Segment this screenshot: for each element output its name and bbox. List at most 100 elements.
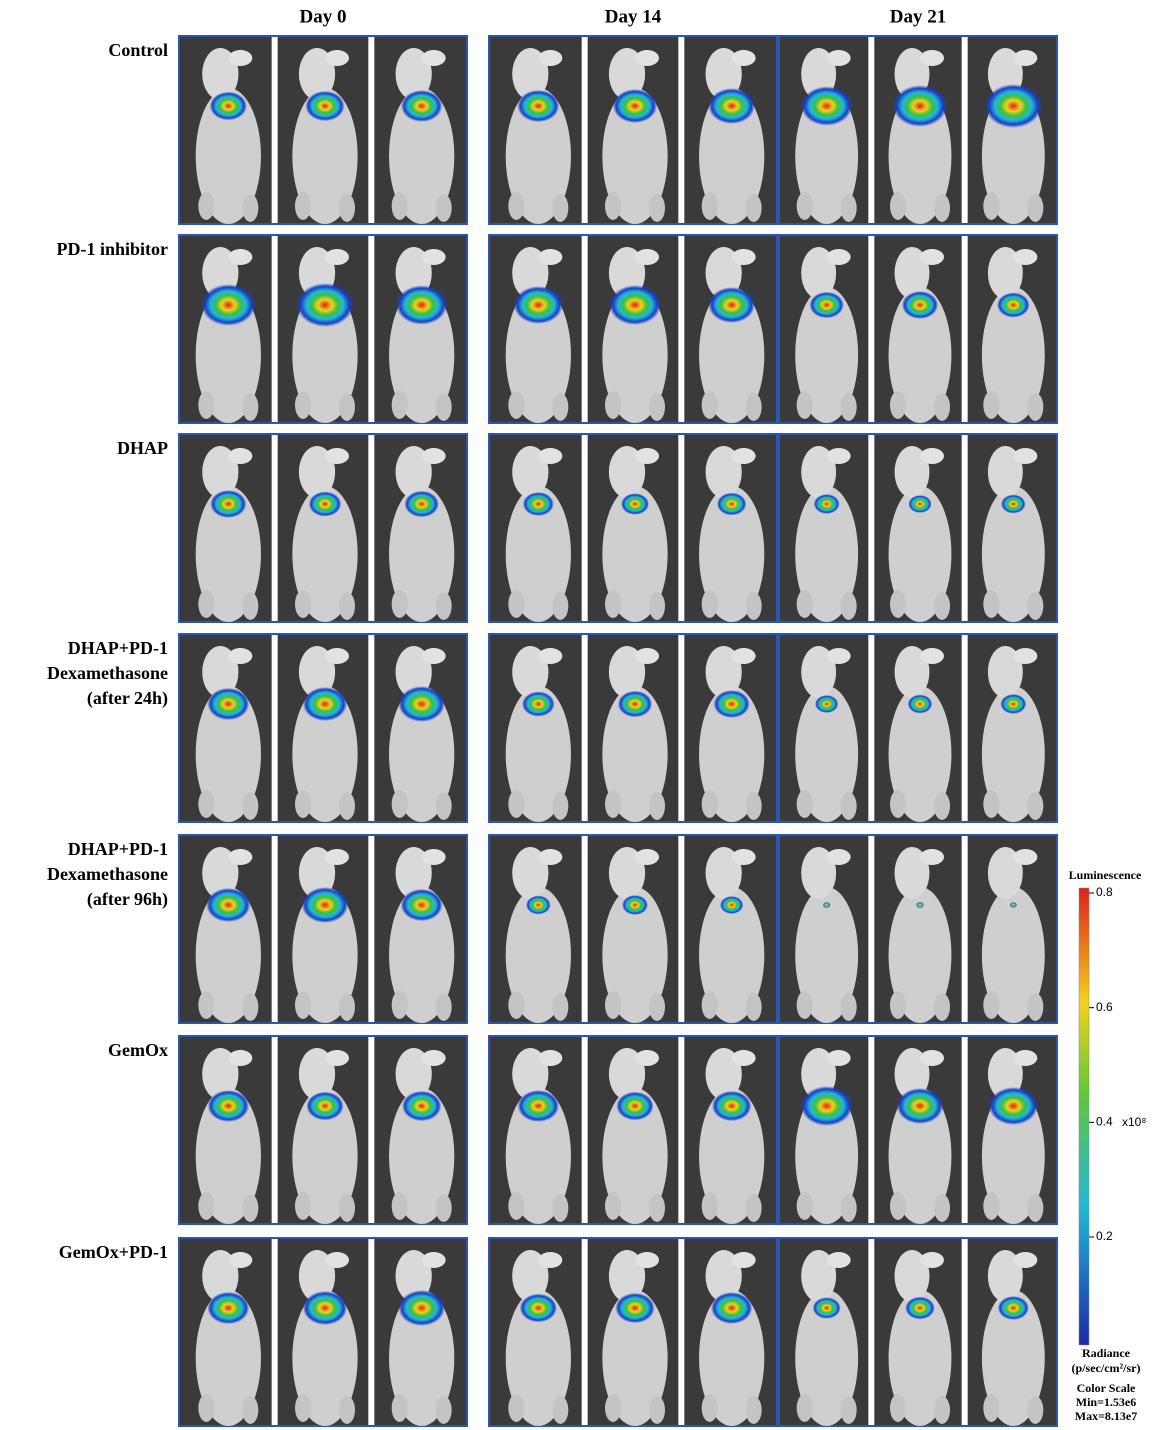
separator	[368, 37, 374, 223]
mouse-leg	[983, 790, 999, 818]
row-label: Control	[108, 40, 168, 60]
mouse-leg	[605, 590, 621, 618]
column-header: Day 14	[605, 6, 662, 27]
luminescence-signal	[908, 695, 933, 714]
image-panel	[779, 434, 1057, 622]
mouse-ear	[920, 1050, 944, 1066]
mouse-ear	[422, 1252, 446, 1268]
luminescence-signal	[1010, 902, 1017, 907]
mouse-ear	[538, 1252, 562, 1268]
image-panel	[779, 835, 1057, 1023]
luminescence-signal	[713, 690, 749, 718]
luminescence-signal	[523, 492, 554, 516]
page: {"columns": ["Day 0", "Day 14", "Day 21"…	[0, 0, 1158, 1430]
mouse-leg	[649, 792, 665, 820]
image-panel	[179, 835, 467, 1023]
mouse-ear	[538, 249, 562, 265]
separator	[868, 37, 874, 223]
separator	[962, 836, 968, 1022]
mouse-leg	[841, 1194, 857, 1222]
mouse-leg	[295, 790, 311, 818]
luminescence-signal	[1000, 694, 1026, 714]
mouse-leg	[242, 194, 258, 222]
mouse-leg	[605, 1192, 621, 1220]
image-panel	[779, 1036, 1057, 1224]
row-label: DHAP	[117, 438, 168, 458]
luminescence-signal	[398, 1290, 445, 1326]
mouse-leg	[552, 1396, 568, 1424]
mouse-ear	[228, 448, 252, 464]
separator	[582, 236, 588, 422]
separator	[868, 635, 874, 821]
separator	[962, 435, 968, 621]
luminescence-signal	[989, 1087, 1038, 1125]
row-label: GemOx	[108, 1040, 168, 1060]
separator	[678, 435, 684, 621]
luminescence-signal	[398, 686, 445, 722]
mouse-leg	[702, 1394, 718, 1422]
separator	[868, 435, 874, 621]
mouse-leg	[746, 1194, 762, 1222]
mouse-ear	[1013, 648, 1037, 664]
column-header: Day 21	[890, 6, 946, 27]
mouse-leg	[746, 1396, 762, 1424]
mouse-leg	[702, 991, 718, 1019]
mouse-leg	[552, 993, 568, 1021]
mouse-ear	[732, 249, 756, 265]
mouse-leg	[797, 192, 813, 220]
luminescence-signal	[823, 902, 830, 908]
separator	[272, 37, 278, 223]
separator	[368, 1239, 374, 1425]
mouse-leg	[797, 1192, 813, 1220]
luminescence-signal	[296, 283, 353, 327]
mouse-leg	[392, 790, 408, 818]
separator	[868, 1239, 874, 1425]
mouse-leg	[841, 194, 857, 222]
mouse-ear	[827, 1252, 851, 1268]
colorbar-tick-label: 0.6	[1096, 1000, 1113, 1014]
mouse-leg	[552, 792, 568, 820]
colorbar-title: Luminescence	[1069, 868, 1142, 882]
mouse-leg	[934, 1396, 950, 1424]
luminescence-signal	[520, 1294, 557, 1323]
luminescence-signal	[908, 495, 931, 513]
mouse-leg	[552, 592, 568, 620]
mouse-ear	[920, 849, 944, 865]
luminescence-signal	[208, 1090, 250, 1122]
image-panel	[179, 235, 467, 423]
mouse-leg	[1027, 1396, 1043, 1424]
mouse-leg	[508, 991, 524, 1019]
mouse-leg	[392, 1192, 408, 1220]
mouse-ear	[635, 50, 659, 66]
image-panel	[779, 634, 1057, 822]
mouse-leg	[198, 590, 214, 618]
row-label: DHAP+PD-1	[68, 839, 168, 859]
luminescence-signal	[305, 91, 345, 121]
separator	[582, 1239, 588, 1425]
mouse-leg	[552, 393, 568, 421]
image-panel	[179, 634, 467, 822]
mouse-leg	[702, 790, 718, 818]
mouse-leg	[934, 393, 950, 421]
mouse-ear	[325, 648, 349, 664]
mouse-leg	[934, 993, 950, 1021]
mouse-leg	[295, 192, 311, 220]
luminescence-signal	[905, 1297, 935, 1320]
mouse-leg	[702, 391, 718, 419]
mouse-leg	[242, 592, 258, 620]
colorbar	[1079, 888, 1089, 1345]
luminescence-signal	[401, 90, 443, 122]
image-panel	[489, 1238, 777, 1426]
mouse-ear	[732, 1252, 756, 1268]
luminescence-signal	[210, 92, 247, 121]
mouse-leg	[890, 991, 906, 1019]
mouse-ear	[228, 1252, 252, 1268]
luminescence-signal	[615, 1293, 655, 1323]
mouse-leg	[841, 393, 857, 421]
separator	[868, 836, 874, 1022]
mouse-leg	[841, 592, 857, 620]
mouse-ear	[827, 50, 851, 66]
separator	[368, 836, 374, 1022]
mouse-leg	[552, 1194, 568, 1222]
mouse-ear	[228, 849, 252, 865]
